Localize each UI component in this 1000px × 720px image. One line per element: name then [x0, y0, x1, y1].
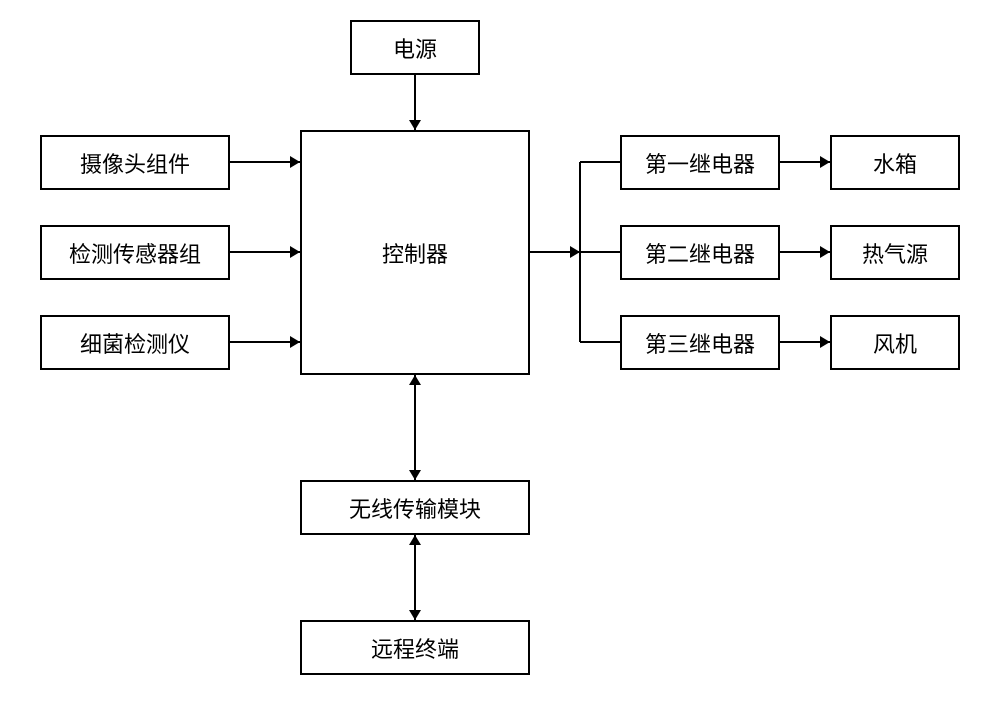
node-heat: 热气源 [830, 225, 960, 280]
node-camera: 摄像头组件 [40, 135, 230, 190]
node-fan: 风机 [830, 315, 960, 370]
node-sensor: 检测传感器组 [40, 225, 230, 280]
node-terminal: 远程终端 [300, 620, 530, 675]
node-tank: 水箱 [830, 135, 960, 190]
node-relay1: 第一继电器 [620, 135, 780, 190]
node-power: 电源 [350, 20, 480, 75]
node-controller: 控制器 [300, 130, 530, 375]
node-relay2: 第二继电器 [620, 225, 780, 280]
node-bacteria: 细菌检测仪 [40, 315, 230, 370]
node-wireless: 无线传输模块 [300, 480, 530, 535]
node-relay3: 第三继电器 [620, 315, 780, 370]
